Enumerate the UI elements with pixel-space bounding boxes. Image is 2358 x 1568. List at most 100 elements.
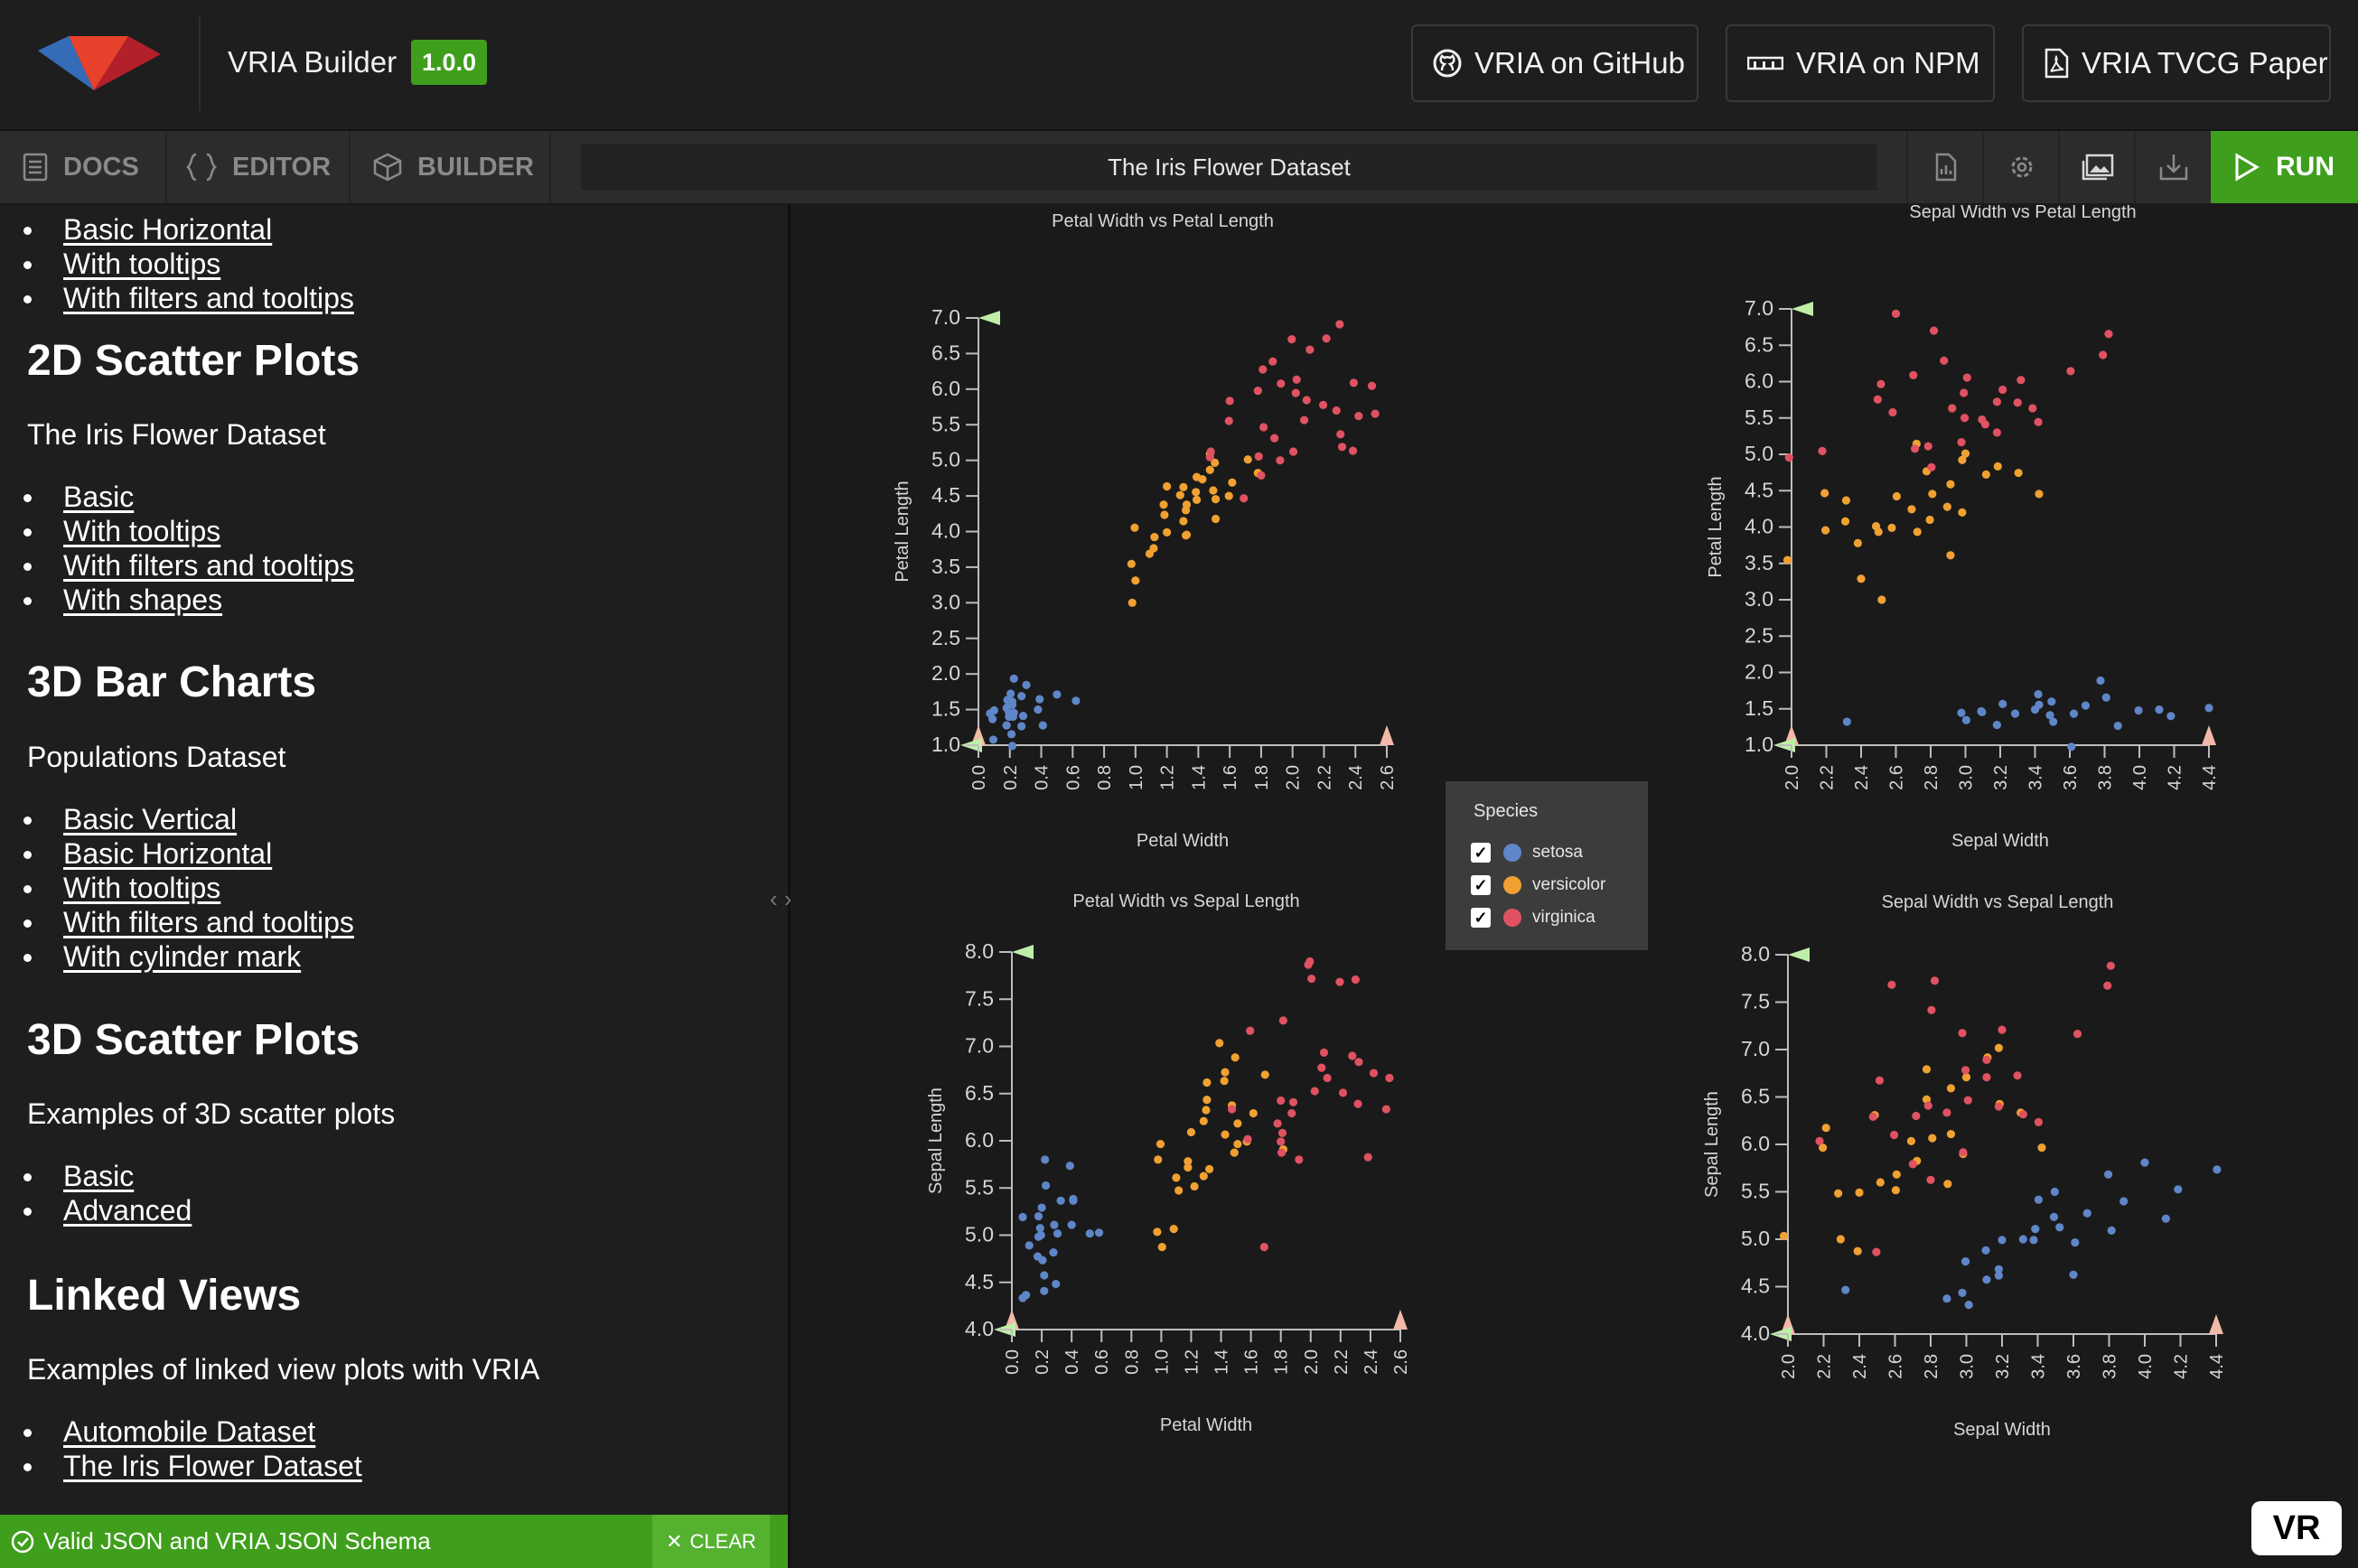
section-heading: 2D Scatter Plots bbox=[27, 337, 360, 385]
data-point-setosa bbox=[1035, 695, 1044, 704]
data-point-setosa bbox=[1958, 1288, 1967, 1297]
data-point-virginica bbox=[1307, 974, 1316, 984]
scatter-plot-matrix[interactable]: Petal Width vs Petal Length 0.0 0.2 0.4 0.6 0… bbox=[791, 205, 2358, 1568]
screenshot-button[interactable] bbox=[2058, 131, 2136, 203]
data-point-versicolor bbox=[1179, 482, 1188, 491]
y-tick-label: 2.5 bbox=[1745, 623, 1773, 647]
x-tick-label: 1.2 bbox=[1158, 765, 1178, 790]
tab-builder-label: BUILDER bbox=[417, 152, 534, 182]
legend-item-versicolor[interactable]: ✓ versicolor bbox=[1471, 869, 1648, 901]
docs-link[interactable]: With tooltips bbox=[63, 247, 221, 280]
data-point-virginica bbox=[1998, 385, 2007, 395]
legend-item-setosa[interactable]: ✓ setosa bbox=[1471, 836, 1648, 869]
data-point-versicolor bbox=[1821, 1124, 1830, 1133]
section-heading: Linked Views bbox=[27, 1272, 302, 1320]
document-title[interactable]: The Iris Flower Dataset bbox=[581, 144, 1877, 191]
data-point-versicolor bbox=[1230, 1053, 1240, 1062]
data-point-versicolor bbox=[1160, 510, 1169, 519]
download-button[interactable] bbox=[2134, 131, 2212, 203]
data-point-versicolor bbox=[1184, 1157, 1193, 1166]
data-point-virginica bbox=[1336, 430, 1345, 439]
data-point-setosa bbox=[1034, 705, 1043, 714]
file-button[interactable] bbox=[1906, 131, 1984, 203]
y-tick-label: 6.0 bbox=[931, 377, 960, 400]
data-point-versicolor bbox=[1202, 1096, 1212, 1105]
data-point-versicolor bbox=[1841, 496, 1851, 505]
docs-link[interactable]: Basic bbox=[63, 1160, 135, 1192]
x-tick-label: 1.0 bbox=[1152, 1349, 1172, 1375]
tab-docs[interactable]: DOCS bbox=[0, 131, 167, 203]
data-point-virginica bbox=[1818, 446, 1827, 455]
docs-link[interactable]: The Iris Flower Dataset bbox=[63, 1450, 362, 1482]
clear-button[interactable]: ✕ CLEAR bbox=[652, 1515, 770, 1568]
data-point-virginica bbox=[1246, 1026, 1255, 1035]
x-tick-label: 2.6 bbox=[1391, 1349, 1411, 1375]
docs-link[interactable]: Basic Vertical bbox=[63, 803, 238, 835]
legend-checkbox[interactable]: ✓ bbox=[1471, 843, 1491, 863]
legend-checkbox[interactable]: ✓ bbox=[1471, 875, 1491, 895]
data-point-setosa bbox=[2069, 709, 2079, 718]
data-point-versicolor bbox=[1153, 1227, 1162, 1237]
data-point-versicolor bbox=[1182, 500, 1192, 509]
data-point-virginica bbox=[1254, 452, 1263, 461]
data-point-setosa bbox=[1034, 1212, 1043, 1221]
tab-builder[interactable]: BUILDER bbox=[351, 131, 551, 203]
data-point-setosa bbox=[2082, 1209, 2091, 1218]
x-tick-label: 4.2 bbox=[2172, 1354, 2192, 1379]
data-point-setosa bbox=[1841, 1285, 1850, 1294]
docs-link[interactable]: With filters and tooltips bbox=[63, 549, 354, 582]
legend-label: setosa bbox=[1532, 843, 1583, 862]
data-point-virginica bbox=[1318, 400, 1328, 409]
data-point-versicolor bbox=[1130, 523, 1139, 532]
data-point-versicolor bbox=[1942, 502, 1951, 511]
docs-link[interactable]: Basic Horizontal bbox=[63, 213, 273, 246]
docs-link[interactable]: Automobile Dataset bbox=[63, 1415, 316, 1448]
docs-link[interactable]: Advanced bbox=[63, 1194, 192, 1227]
data-point-setosa bbox=[2018, 1235, 2027, 1244]
data-point-versicolor bbox=[1220, 1077, 1229, 1086]
npm-link-button[interactable]: VRIA on NPM bbox=[1726, 24, 1995, 102]
run-button[interactable]: RUN bbox=[2211, 131, 2358, 203]
data-point-versicolor bbox=[1840, 517, 1850, 526]
docs-link[interactable]: Basic bbox=[63, 481, 135, 513]
github-link-button[interactable]: VRIA on GitHub bbox=[1411, 24, 1698, 102]
docs-link[interactable]: With filters and tooltips bbox=[63, 906, 354, 938]
panel-divider[interactable] bbox=[788, 205, 791, 1568]
settings-button[interactable] bbox=[1982, 131, 2060, 203]
data-point-setosa bbox=[987, 714, 997, 723]
list-item: With filters and tooltips bbox=[23, 281, 354, 315]
data-point-versicolor bbox=[1946, 1084, 1956, 1093]
paper-link-button[interactable]: VRIA TVCG Paper bbox=[2022, 24, 2331, 102]
data-point-setosa bbox=[1007, 697, 1017, 706]
resize-handle-icon[interactable]: ‹ › bbox=[770, 885, 792, 912]
legend-checkbox[interactable]: ✓ bbox=[1471, 908, 1491, 928]
x-tick-label: 2.0 bbox=[1779, 1354, 1799, 1379]
docs-link[interactable]: With shapes bbox=[63, 583, 223, 616]
vr-button[interactable]: VR bbox=[2251, 1501, 2342, 1555]
legend-item-virginica[interactable]: ✓ virginica bbox=[1471, 901, 1648, 934]
docs-link[interactable]: With cylinder mark bbox=[63, 940, 302, 973]
tab-editor[interactable]: EDITOR bbox=[167, 131, 351, 203]
data-point-setosa bbox=[1040, 1271, 1049, 1280]
data-point-virginica bbox=[1998, 1025, 2007, 1034]
data-point-virginica bbox=[1287, 335, 1296, 344]
data-point-setosa bbox=[1992, 721, 2001, 730]
data-point-setosa bbox=[1961, 715, 1970, 724]
data-point-virginica bbox=[1227, 1105, 1237, 1114]
x-tick-label: 3.0 bbox=[1957, 765, 1977, 790]
data-point-versicolor bbox=[1943, 1180, 1952, 1189]
data-point-virginica bbox=[1335, 320, 1344, 329]
y-tick-label: 6.5 bbox=[1741, 1085, 1770, 1108]
x-tick-label: 1.4 bbox=[1189, 765, 1209, 790]
docs-section-list: Basic With tooltips With filters and too… bbox=[23, 480, 354, 617]
data-point-virginica bbox=[1322, 334, 1331, 343]
x-axis-label: Petal Width bbox=[1160, 1415, 1252, 1435]
x-tick-label: 0.4 bbox=[1033, 765, 1053, 790]
docs-link[interactable]: With filters and tooltips bbox=[63, 282, 354, 314]
data-point-setosa bbox=[2174, 1185, 2183, 1194]
docs-link[interactable]: With tooltips bbox=[63, 515, 221, 547]
docs-link[interactable]: With tooltips bbox=[63, 872, 221, 904]
data-point-setosa bbox=[2029, 1236, 2038, 1245]
status-bar: Valid JSON and VRIA JSON Schema ✕ CLEAR bbox=[0, 1515, 788, 1568]
docs-link[interactable]: Basic Horizontal bbox=[63, 837, 273, 870]
